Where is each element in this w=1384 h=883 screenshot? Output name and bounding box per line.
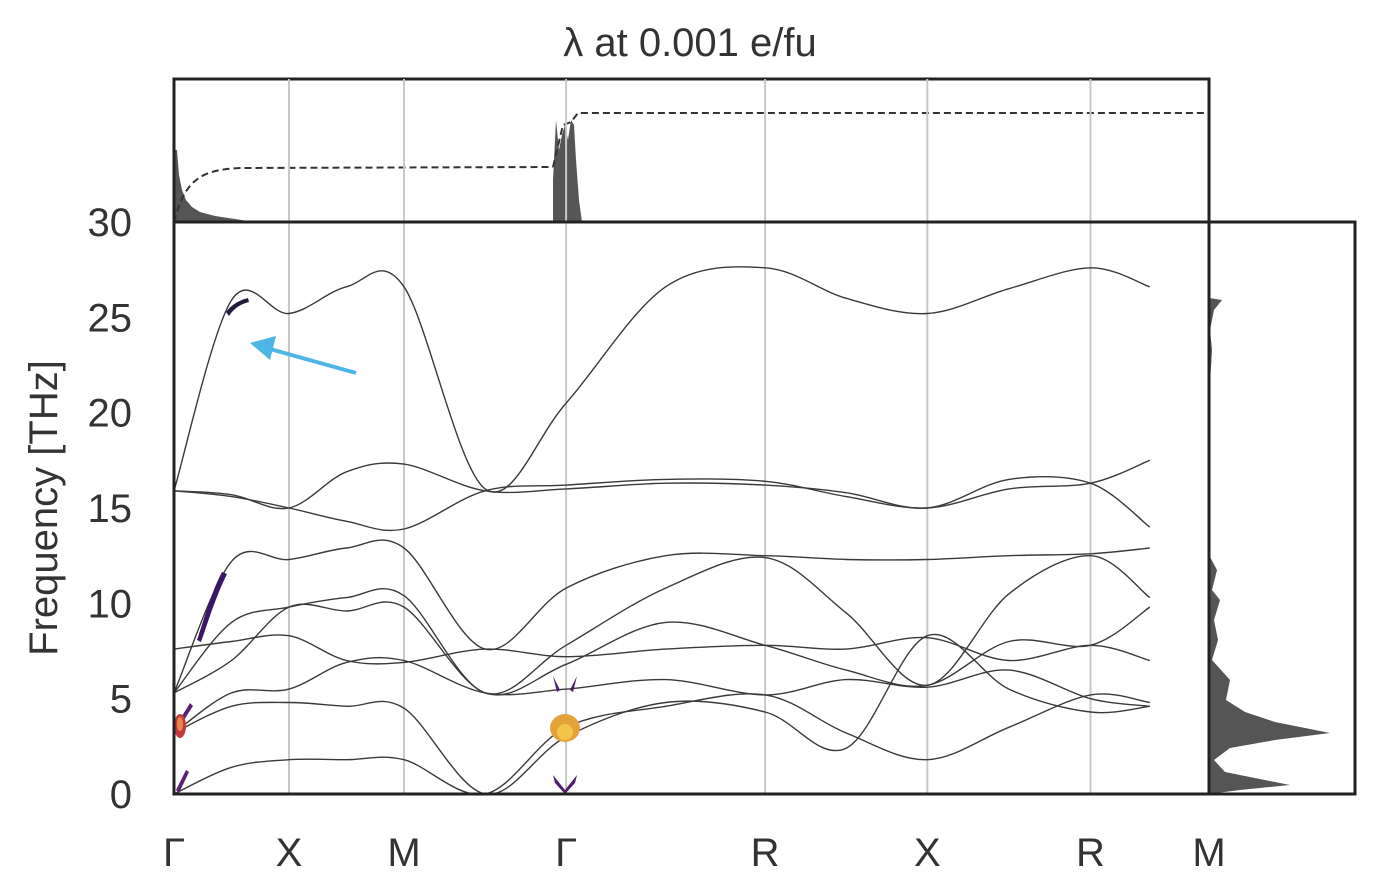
x-tick-label: M <box>387 831 420 875</box>
lambda-cumulative-line-2 <box>552 112 1209 168</box>
coupling-hotspot <box>553 775 577 794</box>
lambda-panel <box>172 77 1211 224</box>
coupling-hotspot <box>226 298 249 316</box>
y-tick-label: 10 <box>88 582 133 626</box>
phonon-dos-fill <box>1209 298 1330 794</box>
x-tick-label: X <box>276 831 303 875</box>
dispersion-panel-frame <box>172 220 1211 796</box>
annotation-arrow <box>250 336 357 375</box>
coupling-hotspot <box>553 676 577 692</box>
x-tick-label: R <box>1076 831 1105 875</box>
coupling-hotspot-strong <box>557 724 573 740</box>
x-tick-label: Γ <box>163 831 185 875</box>
y-tick-label: 20 <box>88 392 133 436</box>
lambda-density-peak-gamma-2 <box>553 120 582 222</box>
high-symmetry-gridlines <box>288 79 1092 794</box>
x-tick-label: Γ <box>555 831 577 875</box>
phonon-band-0 <box>173 266 1151 493</box>
x-tick-label: X <box>914 831 941 875</box>
lambda-panel-frame <box>172 77 1211 224</box>
phonon-band-6 <box>173 634 1150 665</box>
phonon-band-2 <box>173 462 1151 528</box>
y-tick-label: 5 <box>110 678 132 722</box>
phonon-band-7 <box>173 656 1150 734</box>
y-tick-label: 25 <box>88 296 133 340</box>
coupling-hotspot <box>197 572 227 642</box>
el-ph-coupling-hotspots <box>174 298 580 794</box>
coupling-hotspot <box>177 717 183 731</box>
y-axis-label: Frequency [THz] <box>22 360 66 656</box>
y-tick-label: 15 <box>88 487 133 531</box>
phonon-band-3 <box>173 539 1150 694</box>
lambda-density-peak-gamma <box>174 150 255 222</box>
phonon-band-4 <box>173 554 1151 695</box>
phonon-bands <box>173 266 1151 796</box>
y-axis-ticks: 0 5 10 15 20 25 30 <box>88 201 133 817</box>
phonon-dos-panel <box>1207 220 1357 796</box>
y-tick-label: 0 <box>110 773 132 817</box>
phonon-band-1 <box>173 459 1151 532</box>
phonon-band-5 <box>173 601 1151 696</box>
y-tick-label: 30 <box>88 201 133 245</box>
x-tick-label: R <box>751 831 780 875</box>
coupling-hotspot <box>176 770 189 793</box>
x-tick-label: M <box>1192 831 1225 875</box>
chart-title: λ at 0.001 e/fu <box>563 21 817 65</box>
phonon-band-9 <box>173 693 1150 796</box>
phonon-band-8 <box>173 633 1150 795</box>
lambda-cumulative-line-1 <box>173 166 554 223</box>
